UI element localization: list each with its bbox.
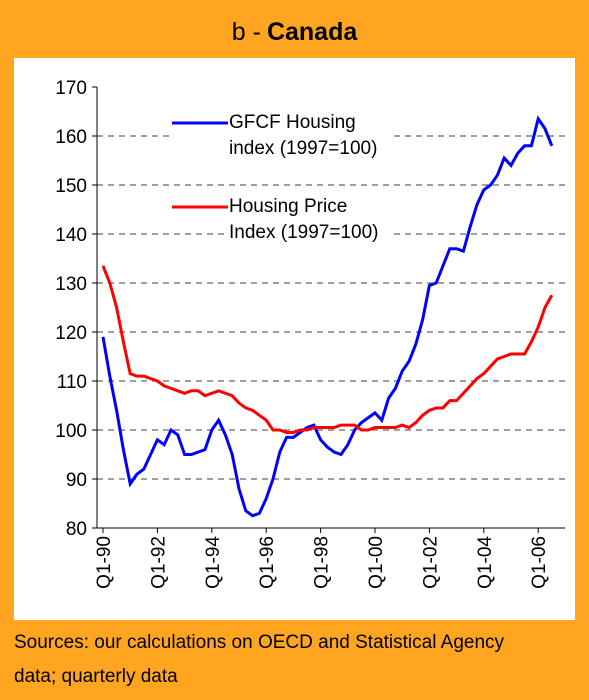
legend-label: GFCF Housing index (1997=100) xyxy=(229,110,389,162)
source-note: Sources: our calculations on OECD and St… xyxy=(14,632,505,687)
y-tick-label: 170 xyxy=(55,78,87,99)
data-line xyxy=(101,115,554,518)
y-tick-label: 160 xyxy=(55,127,87,148)
y-tick-label: 90 xyxy=(66,470,87,491)
x-tick-label: Q1-00 xyxy=(366,536,387,589)
x-tick-label: Q1-02 xyxy=(420,536,441,589)
y-tick-label: 130 xyxy=(55,274,87,295)
x-tick-label: Q1-96 xyxy=(257,536,278,589)
x-tick-label: Q1-90 xyxy=(94,536,115,589)
y-tick-label: 100 xyxy=(55,421,87,442)
x-tick-label: Q1-98 xyxy=(312,536,333,589)
x-tick-label: Q1-04 xyxy=(475,536,496,589)
data-line xyxy=(101,265,554,434)
y-tick-label: 80 xyxy=(66,519,87,540)
chart-title: b - Canada xyxy=(0,18,589,47)
y-tick-label: 150 xyxy=(55,176,87,197)
title-prefix: b - xyxy=(231,18,261,46)
x-tick-label: Q1-92 xyxy=(148,536,169,589)
legend-label: Housing Price Index (1997=100) xyxy=(229,194,389,246)
y-tick-label: 140 xyxy=(55,225,87,246)
y-tick-label: 110 xyxy=(57,372,87,393)
title-country: Canada xyxy=(266,18,358,46)
y-tick-label: 120 xyxy=(55,323,87,344)
x-tick-label: Q1-06 xyxy=(529,536,550,589)
x-tick-label: Q1-94 xyxy=(203,536,224,589)
